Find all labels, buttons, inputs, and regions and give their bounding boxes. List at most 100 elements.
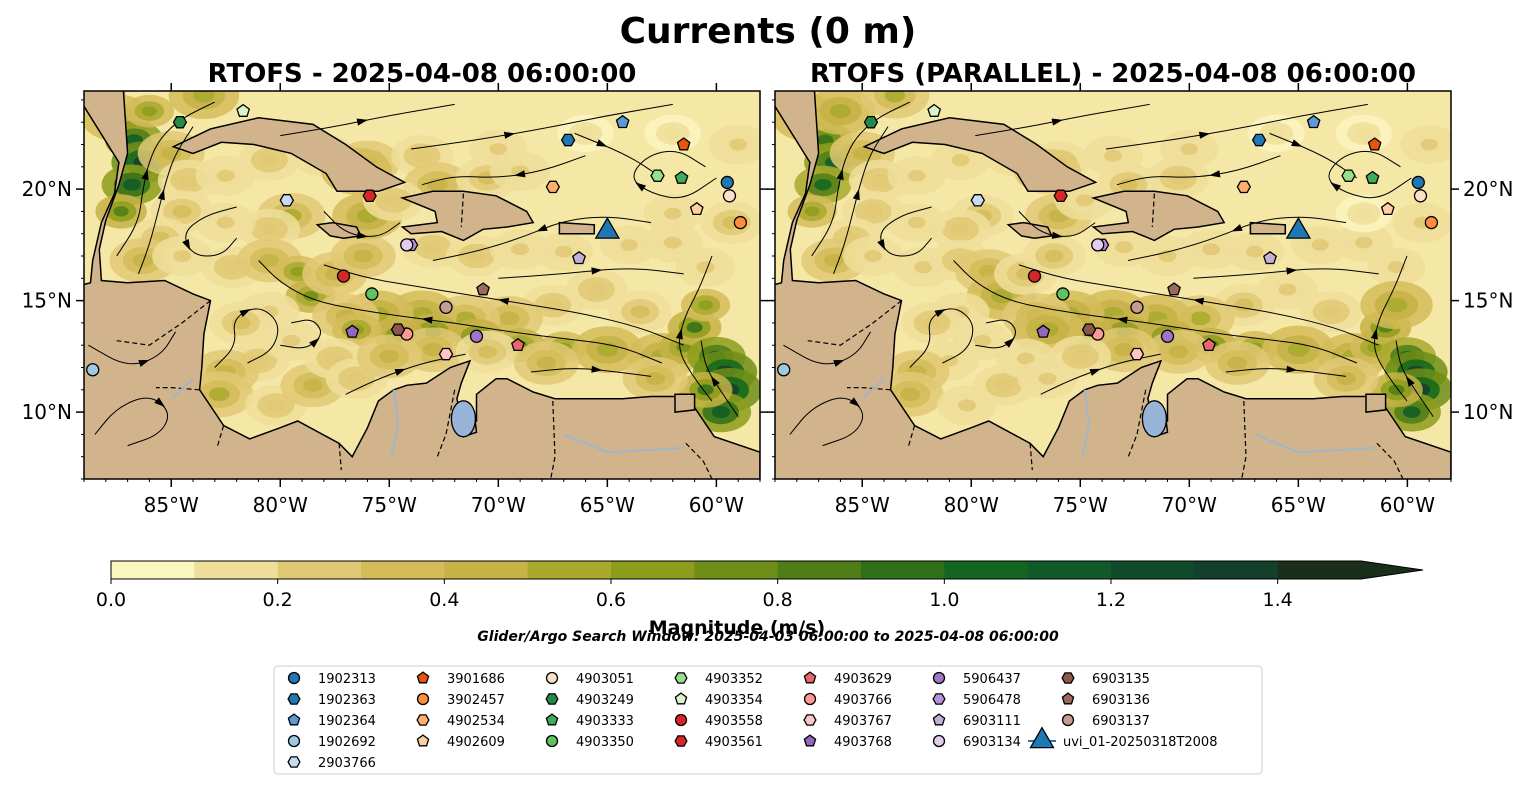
streamline-arrow (1231, 224, 1243, 232)
magnitude-patch (729, 138, 748, 151)
country-border (460, 193, 464, 228)
magnitude-patch (132, 253, 153, 268)
legend-label: 2903766 (318, 756, 376, 771)
country-border (907, 425, 916, 448)
country-border (1151, 193, 1155, 228)
magnitude-patch (863, 205, 883, 218)
marker-4903768 (1036, 324, 1051, 338)
streamline (783, 331, 872, 365)
legend-symbol (932, 671, 946, 685)
streamline-arrow (1004, 337, 1015, 348)
streamline-arrow (1330, 182, 1342, 192)
legend-item: 4903561 (674, 735, 763, 750)
magnitude-patch (1268, 127, 1285, 139)
marker-5906437 (469, 329, 484, 343)
legend-item: 4903249 (545, 693, 634, 708)
legend-item: 6903137 (1061, 713, 1150, 729)
land-polygon (862, 117, 1098, 193)
colorbar-bin (361, 561, 445, 579)
x-tick-label: 75°W (362, 493, 417, 517)
magnitude-patch (664, 207, 682, 220)
country-border (807, 300, 902, 346)
country-border (156, 387, 200, 391)
colorbar-label: Magnitude (m/s) (649, 617, 826, 639)
magnitude-patch (630, 305, 650, 319)
magnitude-patch (467, 249, 486, 263)
streamline-arrow (1370, 328, 1378, 340)
streamline-arrow (852, 188, 860, 201)
streamlines (88, 101, 739, 447)
x-tick-label: 65°W (1271, 493, 1326, 517)
legend-label: 3901686 (447, 672, 505, 687)
legend-label: 5906437 (963, 672, 1021, 687)
magnitude-patch (587, 283, 606, 296)
marker-3902457 (733, 215, 748, 230)
marker-6903134 (1091, 238, 1105, 252)
y-tick-label: 20°N (1463, 177, 1513, 201)
river-line (170, 377, 194, 400)
magnitude-patch (1189, 311, 1211, 326)
legend-symbol (416, 671, 430, 684)
magnitude-patch (290, 266, 305, 277)
marker-4902534 (545, 180, 561, 194)
magnitude-patch (216, 216, 235, 229)
magnitude-patch (908, 216, 926, 229)
legend-symbol (545, 693, 559, 705)
magnitude-patch (216, 169, 235, 182)
streamline (88, 331, 177, 365)
magnitude-patch (884, 91, 906, 103)
streamline-arrow (591, 365, 603, 373)
legend-label: 4903561 (705, 735, 763, 750)
magnitude-patch (179, 174, 198, 187)
legend-item: uvi_01-20250318T2008 (1028, 726, 1217, 750)
panel-title-2: RTOFS (PARALLEL) - 2025-04-08 06:00:00 (810, 59, 1416, 89)
magnitude-patch (1038, 372, 1057, 385)
marker-5906437 (1160, 329, 1175, 343)
streamline-arrow (356, 231, 368, 239)
magnitude-patch (499, 311, 520, 326)
legend-symbol (803, 714, 817, 726)
magnitude-patch (260, 223, 279, 236)
legend-item: 6903135 (1061, 672, 1150, 687)
colorbar-tick-label: 1.0 (929, 589, 959, 611)
marker-4903333 (674, 170, 689, 184)
magnitude-patch (303, 378, 323, 392)
magnitude-patch (353, 249, 373, 263)
colorbar-bin (1194, 561, 1279, 579)
map-panel-2: RTOFS (PARALLEL) - 2025-04-08 06:00:0085… (767, 59, 1513, 517)
streamline-arrow (833, 360, 845, 367)
marker-1902692 (777, 363, 791, 377)
legend-label: 1902313 (318, 672, 376, 687)
magnitude-patch (852, 146, 872, 160)
magnitude-patch (1246, 245, 1264, 258)
legend-item: 1902364 (287, 713, 376, 729)
marker-6903135 (390, 323, 406, 336)
marker-6903134 (400, 238, 414, 252)
colorbar-bin (694, 561, 779, 579)
magnitude-patch (1016, 352, 1035, 365)
colorbar-bin (1111, 561, 1195, 579)
marker-1902313 (1411, 175, 1425, 190)
land-polygon (399, 190, 535, 242)
colorbar-bin (1277, 561, 1362, 579)
magnitude-patch (1402, 406, 1421, 418)
legend-item: 1902363 (287, 693, 376, 708)
magnitude-patch (829, 104, 852, 119)
magnitude-patch (1114, 241, 1133, 254)
streamline-arrow (675, 328, 683, 340)
magnitude-patch (1168, 345, 1189, 359)
magnitude-patch (412, 149, 432, 162)
marker-4903354 (927, 103, 942, 117)
streamline (323, 211, 401, 237)
marker-4903354 (236, 103, 251, 117)
colorbar-bin (861, 561, 945, 579)
legend-label: 4903352 (705, 672, 763, 687)
country-border (1376, 442, 1404, 479)
x-tick-label: 80°W (253, 493, 308, 517)
streamline (1225, 368, 1347, 377)
legend-label: 4903051 (576, 672, 634, 687)
magnitude-patch (1278, 283, 1297, 296)
colorbar-bin (777, 561, 862, 579)
y-tick-label: 15°N (1463, 289, 1513, 313)
legend-symbol (1061, 692, 1075, 705)
